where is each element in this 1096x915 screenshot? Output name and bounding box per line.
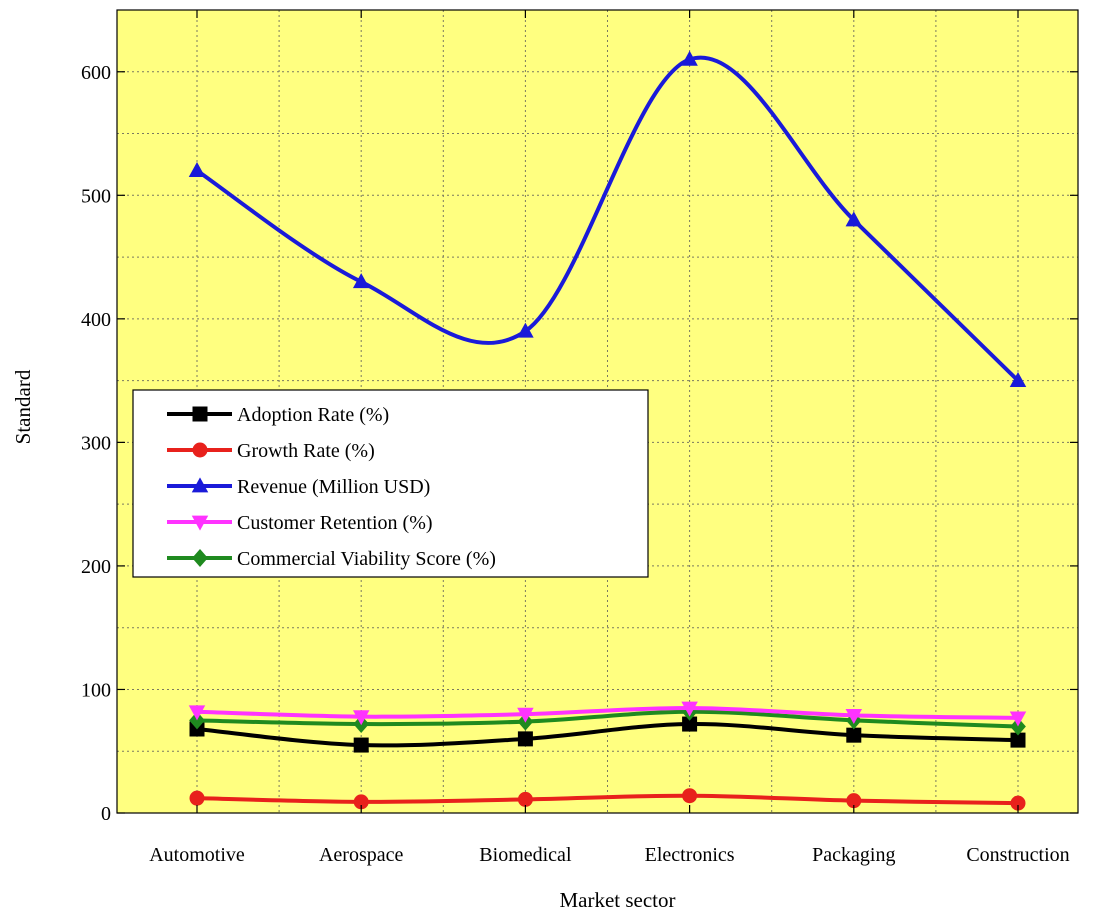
y-tick-label: 400 (81, 309, 111, 331)
data-point (189, 711, 205, 730)
x-tick-label: Automotive (149, 844, 245, 866)
data-point (188, 705, 206, 721)
y-tick-label: 600 (81, 62, 111, 84)
data-point (681, 50, 698, 66)
legend-label: Adoption Rate (%) (237, 404, 389, 426)
data-point (845, 211, 863, 227)
legend-item: Adoption Rate (%) (167, 404, 389, 426)
data-point (1009, 711, 1027, 727)
y-tick-label: 0 (101, 803, 111, 825)
series-line (196, 705, 1019, 720)
data-point (352, 273, 370, 289)
data-point (517, 791, 533, 807)
series-3 (188, 701, 1027, 727)
legend-marker (192, 442, 208, 458)
data-point (189, 790, 205, 806)
legend-marker (191, 515, 209, 531)
legend-marker (192, 406, 208, 422)
series-1 (189, 788, 1026, 811)
legend: Adoption Rate (%) Growth Rate (%) Revenue … (132, 389, 649, 578)
data-point (188, 161, 206, 177)
series-layer (188, 50, 1027, 811)
data-point (846, 727, 862, 743)
x-tick-label: Packaging (812, 844, 895, 866)
data-point (1009, 371, 1027, 387)
legend-item: Revenue (Million USD) (167, 476, 430, 498)
data-point (352, 710, 370, 726)
x-tick-label: Electronics (645, 844, 735, 866)
axes: 0 100 200 300 400 500 600 Automotive Aerospace Bi… (81, 10, 1078, 866)
data-point (846, 793, 862, 809)
legend-label: Revenue (Million USD) (237, 476, 430, 498)
legend-label: Growth Rate (%) (237, 440, 375, 462)
legend-marker (191, 477, 209, 493)
series-line (196, 722, 1019, 748)
data-point (682, 788, 698, 804)
legend-item: Customer Retention (%) (167, 512, 433, 534)
legend-box (132, 389, 649, 578)
legend-item: Commercial Viability Score (%) (167, 548, 496, 570)
data-point (1010, 732, 1026, 748)
y-tick-label: 100 (81, 679, 111, 701)
x-axis-title: Market sector (559, 888, 675, 912)
x-tick-label: Biomedical (479, 844, 572, 866)
data-point (353, 737, 369, 753)
legend-item: Growth Rate (%) (167, 440, 375, 462)
data-point (681, 701, 698, 717)
data-point (517, 322, 534, 338)
series-2 (188, 50, 1027, 387)
y-axis-title: Standard (11, 369, 35, 444)
x-tick-label: Construction (966, 844, 1069, 866)
data-point (1010, 717, 1026, 736)
series-0 (189, 716, 1026, 753)
legend-label: Customer Retention (%) (237, 512, 433, 534)
data-point (517, 731, 533, 747)
data-point (845, 709, 863, 725)
series-line (195, 55, 1020, 383)
y-tick-label: 500 (81, 185, 111, 207)
x-tick-label: Aerospace (319, 844, 404, 866)
data-point (682, 716, 698, 732)
data-point (517, 707, 534, 723)
legend-marker (192, 549, 208, 567)
legend-label: Commercial Viability Score (%) (237, 548, 496, 570)
series-line (196, 793, 1019, 806)
plot-frame (116, 9, 1079, 814)
y-tick-label: 200 (81, 556, 111, 578)
data-point (1010, 795, 1026, 811)
series-line (196, 709, 1019, 729)
y-tick-label: 300 (81, 432, 111, 454)
data-point (353, 794, 369, 810)
